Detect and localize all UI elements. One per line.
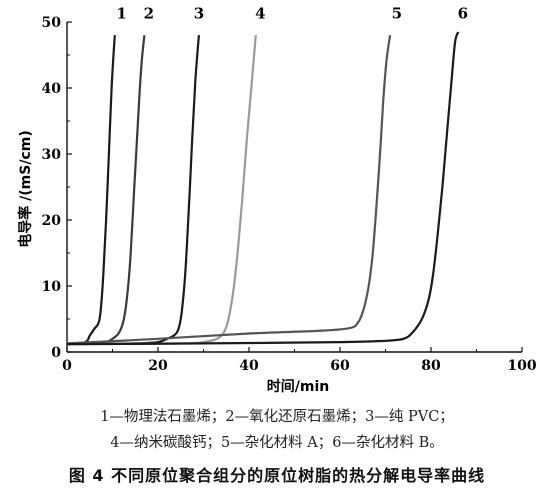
x-tick-label: 100	[507, 358, 536, 374]
x-tick-label: 20	[148, 358, 168, 374]
figure-caption: 图 4 不同原位聚合组分的原位树脂的热分解电导率曲线	[68, 466, 486, 485]
legend-text-line-2: 4—纳米碳酸钙；5—杂化材料 A；6—杂化材料 B。	[110, 435, 444, 451]
y-tick-label: 30	[42, 147, 62, 163]
series-line-3	[66, 35, 200, 346]
y-axis-label: 电导率 /(mS/cm)	[17, 130, 34, 247]
series-line-1	[66, 35, 116, 346]
series-lines	[66, 31, 460, 346]
series-line-5	[66, 35, 392, 345]
x-axis-label: 时间/min	[267, 378, 329, 395]
series-label-2: 2	[144, 5, 154, 23]
series-line-4	[66, 35, 257, 346]
legend-text-line-1: 1—物理法石墨烯；2—氧化还原石墨烯；3—纯 PVC；	[100, 409, 454, 425]
y-tick-label: 20	[42, 213, 62, 229]
x-tick-label: 80	[421, 358, 441, 374]
series-label-4: 4	[255, 5, 265, 23]
series-line-2	[66, 35, 146, 346]
y-tick-label: 50	[42, 15, 62, 31]
y-tick-label: 10	[42, 279, 62, 295]
x-tick-label: 60	[330, 358, 350, 374]
x-tick-label: 40	[239, 358, 259, 374]
x-tick-label: 0	[62, 358, 72, 374]
axes: 0 20 40 60 80 100 0 10 20 30 40 50	[42, 15, 537, 374]
y-tick-label: 40	[42, 81, 62, 97]
series-label-3: 3	[194, 5, 204, 23]
y-tick-label: 0	[51, 345, 61, 361]
series-line-6	[66, 31, 460, 346]
series-label-1: 1	[116, 5, 126, 23]
series-label-6: 6	[458, 5, 468, 23]
series-label-5: 5	[392, 5, 402, 23]
